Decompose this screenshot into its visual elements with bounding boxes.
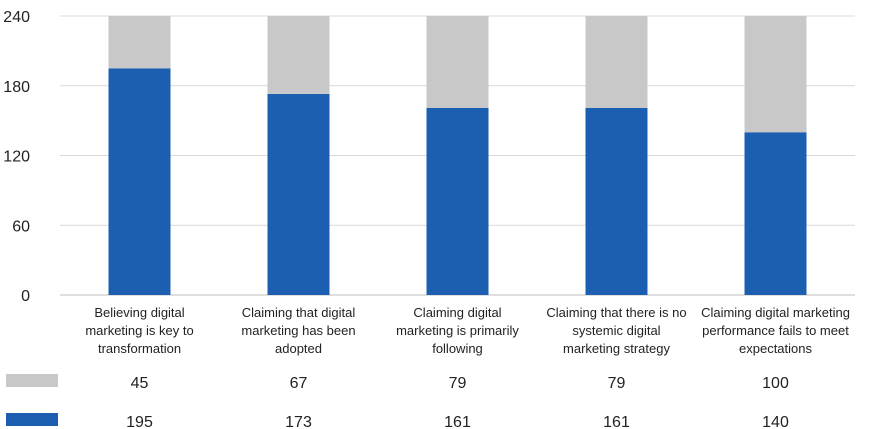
table-value: 195 [126,414,153,429]
table-value: 79 [449,375,467,392]
table-value: 140 [762,414,789,429]
table-value: 161 [603,414,630,429]
category-label: transformation [98,341,181,356]
table-value: 67 [290,375,308,392]
bar-segment-gray [267,16,330,94]
category-label: Claiming that digital [242,305,356,320]
category-label: systemic digital [572,323,660,338]
bar-segment-blue [426,107,489,296]
category-label: Claiming that there is no [546,305,686,320]
y-tick-label: 120 [3,149,30,166]
table-value: 79 [608,375,626,392]
table-value: 161 [444,414,471,429]
bar-segment-blue [744,132,807,295]
bar-segment-gray [585,16,648,108]
category-label: marketing is key to [85,323,193,338]
y-tick-label: 240 [3,9,30,26]
y-tick-label: 60 [12,218,30,235]
category-label: Believing digital [94,305,184,320]
category-label: performance fails to meet [702,323,849,338]
y-tick-label: 180 [3,79,30,96]
y-tick-label: 0 [21,288,30,305]
bar-segment-blue [585,107,648,296]
bar-segment-blue [108,68,171,295]
category-label: marketing has been [241,323,355,338]
category-label: following [432,341,483,356]
table-value: 100 [762,375,789,392]
category-label: Claiming digital marketing [701,305,850,320]
bar-segment-gray [744,16,807,133]
legend-swatch [6,413,58,426]
table-value: 45 [131,375,149,392]
table-value: 173 [285,414,312,429]
category-label: expectations [739,341,812,356]
bar-segment-gray [426,16,489,108]
legend-swatch [6,374,58,387]
bar-segment-gray [108,16,171,69]
category-label: marketing strategy [563,341,670,356]
category-label: Claiming digital [413,305,501,320]
category-label: adopted [275,341,322,356]
category-label: marketing is primarily [396,323,519,338]
bar-segment-blue [267,93,330,295]
